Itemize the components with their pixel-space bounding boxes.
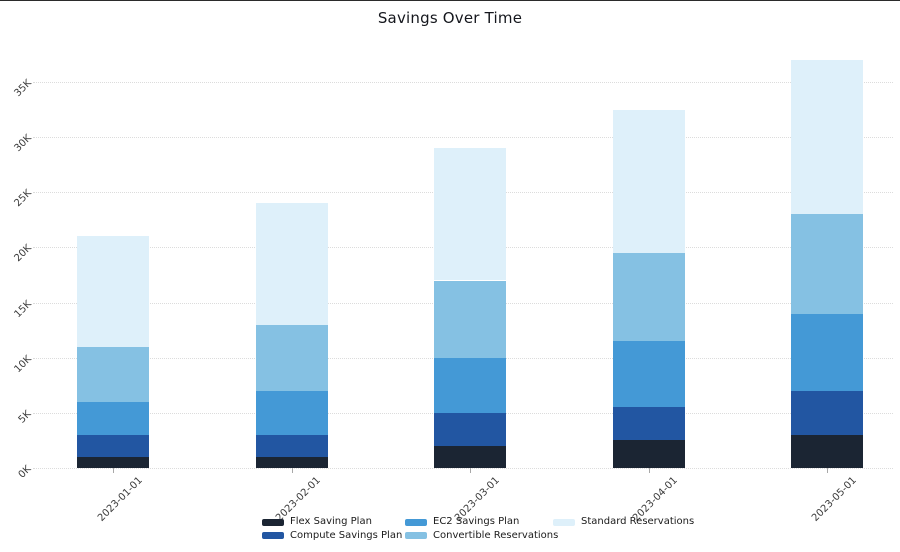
bar-segment: [434, 148, 506, 281]
y-axis-tick-label: 25K: [12, 188, 34, 210]
y-axis-tick-label: 20K: [12, 243, 34, 265]
bar-segment: [77, 346, 149, 402]
x-axis-tick-mark: [113, 468, 114, 473]
legend-item: EC2 Savings Plan: [405, 516, 519, 528]
bar-segment: [791, 390, 863, 435]
bar-segment: [255, 203, 328, 325]
legend-swatch: [262, 532, 284, 539]
bar-segment: [612, 109, 685, 253]
bar-segment: [255, 434, 328, 457]
legend-item: Flex Saving Plan: [262, 516, 372, 528]
x-axis-tick-mark: [827, 468, 828, 473]
bar-segment: [791, 313, 863, 391]
bar-segment: [255, 324, 328, 391]
chart-title: Savings Over Time: [377, 9, 523, 27]
x-axis-tick-label: 2023-05-01: [809, 475, 859, 524]
bar-segment: [77, 434, 149, 457]
bar-segment: [791, 214, 863, 314]
legend-label: Compute Savings Plan: [290, 529, 403, 541]
y-axis-tick-label: 15K: [12, 298, 34, 320]
bar-segment: [612, 252, 685, 342]
bar-segment: [77, 456, 149, 468]
legend-swatch: [262, 518, 284, 526]
legend-label: Flex Saving Plan: [290, 516, 372, 527]
gridline: [33, 82, 893, 83]
legend-label: Standard Reservations: [581, 516, 695, 527]
x-axis-tick-mark: [648, 468, 650, 473]
bar-segment: [77, 236, 149, 347]
bar-segment: [791, 59, 863, 215]
legend-label: Convertible Reservations: [433, 529, 559, 541]
bar-segment: [612, 341, 685, 408]
bar-segment: [612, 440, 685, 468]
legend-item: Convertible Reservations: [405, 530, 558, 542]
bar-segment: [612, 407, 685, 441]
y-axis-tick-label: 35K: [12, 77, 34, 100]
y-axis-tick-label: 5K: [16, 408, 34, 426]
x-axis-tick-mark: [291, 468, 293, 473]
y-axis-tick-label: 30K: [12, 132, 34, 155]
window-top-border: [0, 0, 900, 1]
bar-segment: [434, 412, 506, 446]
bar-segment: [434, 357, 506, 413]
bar-segment: [77, 401, 149, 435]
legend-item: Compute Savings Plan: [262, 530, 402, 542]
x-axis-tick-mark: [470, 468, 471, 473]
gridline: [33, 468, 893, 469]
x-axis-tick-label: 2023-01-01: [95, 475, 145, 524]
bar-segment: [255, 456, 328, 468]
bar-segment: [434, 445, 506, 468]
gridline: [33, 137, 893, 139]
legend-label: EC2 Savings Plan: [433, 516, 520, 527]
y-axis-tick-label: 10K: [12, 353, 34, 375]
legend-swatch: [553, 518, 575, 526]
bar-segment: [434, 280, 506, 358]
bar-segment: [255, 390, 328, 435]
legend-item: Standard Reservations: [553, 516, 694, 528]
legend-swatch: [405, 532, 427, 539]
y-axis-tick-label: 0K: [16, 463, 34, 481]
bar-segment: [791, 434, 863, 468]
legend-swatch: [405, 518, 427, 526]
